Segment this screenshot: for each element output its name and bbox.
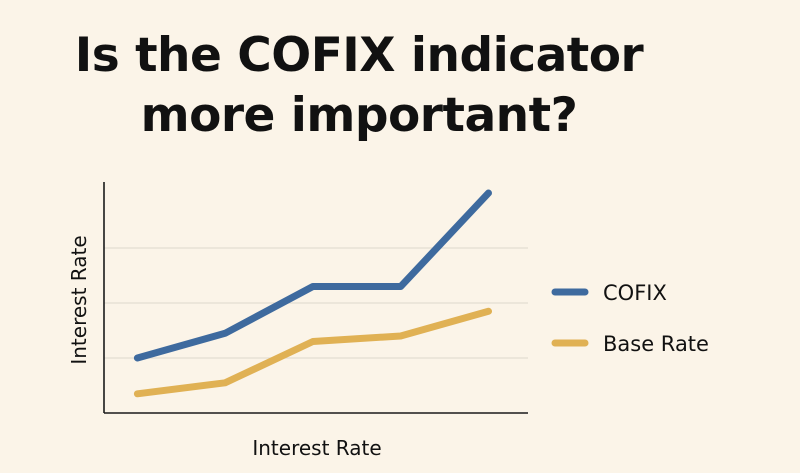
legend-label-1: COFIX bbox=[603, 281, 667, 305]
series-line-1 bbox=[133, 189, 492, 362]
chart-title-line-1: Is the COFIX indicator bbox=[74, 28, 644, 83]
y-axis-label: Interest Rate bbox=[67, 235, 91, 364]
legend-label-2: Base Rate bbox=[603, 332, 709, 356]
legend: COFIX Base Rate bbox=[551, 281, 709, 356]
series-layer bbox=[133, 189, 492, 398]
series-line-2 bbox=[133, 307, 492, 398]
chart-title-line-2: more important? bbox=[140, 88, 578, 143]
grid-lines bbox=[104, 247, 528, 359]
x-axis-label: Interest Rate bbox=[252, 436, 381, 460]
chart-title: Is the COFIX indicator more important? bbox=[0, 26, 718, 146]
